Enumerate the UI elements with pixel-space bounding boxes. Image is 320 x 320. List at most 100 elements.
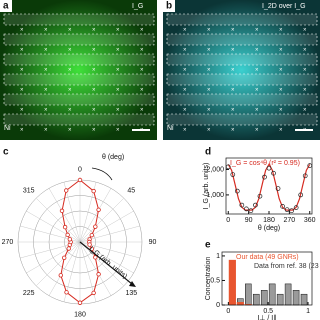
polar-point	[87, 242, 92, 247]
plot-frame	[221, 251, 313, 306]
data-point	[271, 170, 276, 176]
cross: ×	[92, 88, 96, 94]
data-point	[266, 165, 272, 171]
cross: ×	[183, 28, 187, 34]
hist-bar	[276, 293, 284, 306]
theta-arrow	[91, 167, 113, 181]
cross: ×	[279, 108, 283, 114]
polar-point	[65, 232, 70, 238]
theta-tick-label: 315	[23, 188, 35, 195]
hist-bar	[300, 293, 308, 306]
panel-label: e	[205, 240, 211, 251]
y-tick-label: 1	[216, 253, 220, 260]
cross: ×	[20, 108, 24, 114]
data-point	[230, 172, 236, 177]
polar-point	[59, 208, 65, 214]
hist-bar	[284, 283, 292, 306]
y-axis-label: I_G (arb. units)	[203, 163, 210, 210]
annotation: I_G (arb. units)	[88, 246, 129, 281]
theta-tick-label: 135	[125, 290, 137, 297]
ribbon-box	[166, 73, 318, 86]
cross: ×	[303, 88, 307, 94]
cross: ×	[303, 28, 307, 34]
cross: ×	[279, 48, 283, 54]
spoke	[26, 241, 81, 274]
cross: ×	[116, 128, 120, 134]
cross: ×	[255, 28, 259, 34]
label-box	[0, 0, 12, 12]
cross: ×	[255, 68, 259, 74]
cross: ×	[183, 108, 187, 114]
hist-bar	[292, 290, 300, 306]
y-tick-label: 0.5	[210, 277, 220, 284]
ni-label: Ni	[4, 125, 11, 132]
y-axis-label: Concentration	[205, 257, 212, 301]
label-box	[163, 0, 175, 12]
cross: ×	[20, 128, 24, 134]
data-point	[225, 164, 231, 170]
hist-bar	[244, 304, 252, 305]
cross: ×	[44, 68, 48, 74]
cross: ×	[279, 68, 283, 74]
cross: ×	[116, 68, 120, 74]
ribbon-box	[3, 53, 155, 66]
data-point	[275, 186, 281, 191]
polar-point	[96, 272, 101, 277]
polar-point	[89, 232, 95, 238]
legend-text: Our data (49 GNRs)	[236, 254, 299, 261]
x-tick-label: 90	[245, 217, 253, 224]
data-point	[280, 204, 285, 209]
theta-tick-label: 90	[149, 239, 157, 246]
cross: ×	[92, 128, 96, 134]
spoke	[48, 188, 81, 243]
ribbon-box	[166, 13, 318, 26]
ribbon-box	[166, 113, 318, 126]
ribbon-box	[166, 53, 318, 66]
image-tag: I_G	[132, 3, 143, 10]
y-tick-label: 0	[216, 302, 220, 309]
cross: ×	[140, 108, 144, 114]
spoke	[79, 210, 134, 243]
polar-point	[67, 237, 73, 242]
cross: ×	[44, 28, 48, 34]
cross: ×	[231, 48, 235, 54]
axis-label: θ (deg)	[102, 154, 124, 161]
cross: ×	[255, 108, 259, 114]
cross: ×	[68, 88, 72, 94]
hist-bar	[268, 283, 276, 306]
x-tick-label: 180	[263, 217, 275, 224]
panel-label: a	[3, 1, 9, 12]
ribbon-box	[3, 113, 155, 126]
hist-bar	[236, 302, 244, 305]
panel-label: d	[205, 147, 211, 158]
cross: ×	[207, 48, 211, 54]
cross: ×	[255, 48, 259, 54]
cross: ×	[183, 48, 187, 54]
cross: ×	[207, 28, 211, 34]
legend-text: Data from ref. 38 (23 GNRs)	[254, 263, 320, 270]
y-tick-label: 1,000	[206, 192, 224, 199]
cross: ×	[116, 88, 120, 94]
data-point	[234, 188, 240, 194]
x-tick-label: 0	[226, 308, 230, 315]
x-tick-label: 270	[284, 217, 296, 224]
legend-text: I_G = cos⁴θ (r² = 0.95)	[230, 160, 300, 167]
ribbon-box	[166, 93, 318, 106]
cross: ×	[116, 28, 120, 34]
spoke	[79, 241, 124, 286]
cross: ×	[44, 108, 48, 114]
x-tick-label: 0.5	[263, 308, 273, 315]
polar-point	[93, 255, 98, 260]
image-tag: I_2D over I_G	[262, 3, 306, 10]
ribbon-box	[3, 13, 155, 26]
ribbon-box	[3, 73, 155, 86]
cross: ×	[207, 88, 211, 94]
panel-label: c	[3, 147, 9, 158]
polar-point	[62, 224, 68, 230]
polar-point	[63, 188, 69, 193]
y-tick-label: 2,000	[206, 166, 224, 173]
cross: ×	[140, 48, 144, 54]
cross: ×	[303, 68, 307, 74]
cross: ×	[279, 128, 283, 134]
